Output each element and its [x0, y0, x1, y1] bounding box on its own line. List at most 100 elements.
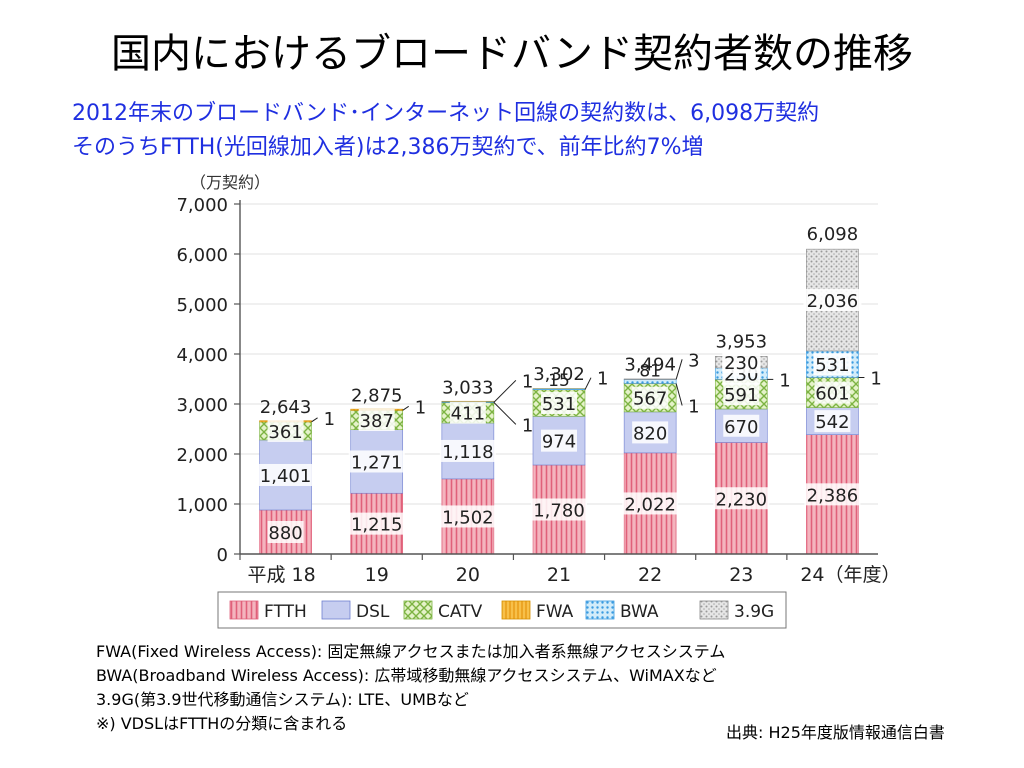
legend-label: FWA — [536, 602, 574, 622]
note-vdsl: ※) VDSLはFTTHの分類に含まれる — [96, 714, 348, 733]
callout-label: 1 — [688, 397, 699, 418]
bar-value-label-bg — [531, 498, 587, 521]
y-tick-label: 3,000 — [176, 395, 228, 416]
callout-label: 1 — [779, 370, 790, 391]
x-tick-label: 22 — [638, 564, 662, 586]
bar-value-label-bg — [813, 353, 852, 376]
callout-line — [402, 405, 409, 411]
bar-value-label: 2,036 — [807, 291, 859, 312]
legend-label: BWA — [620, 602, 659, 622]
bar-value-label: 15 — [548, 371, 570, 391]
bar-value-label-bg — [622, 492, 679, 515]
stacked-bar-chart: （万契約） 0 1,000 2,000 3,000 4,000 5,000 6,000 7,0… — [176, 173, 901, 629]
bar-value-label: 411 — [451, 404, 485, 425]
bar-value-label-bg — [803, 289, 862, 312]
bar-value-label: 542 — [815, 412, 849, 433]
x-tick-label: 20 — [456, 564, 480, 586]
bar-value-label: 1,118 — [442, 442, 494, 463]
x-tick-label: 19 — [365, 564, 389, 586]
callout-line — [311, 417, 318, 423]
legend-swatch-bwa — [585, 600, 615, 620]
legend-label: CATV — [438, 602, 483, 622]
callout-label: 1 — [415, 397, 426, 418]
bar-value-label: 1,502 — [442, 507, 494, 528]
bar-value-label-bg — [632, 386, 669, 409]
note-bwa: BWA(Broadband Wireless Access): 広帯域移動無線ア… — [96, 666, 717, 685]
legend-swatch-ftth — [229, 600, 259, 620]
callout-label: 1 — [870, 369, 881, 390]
y-tick-label: 1,000 — [176, 495, 228, 516]
bar-value-label: 1,271 — [351, 452, 403, 473]
y-tick-label: 5,000 — [176, 295, 228, 316]
bar-value-label-bg — [722, 351, 761, 374]
bar-value-label-bg — [267, 521, 304, 543]
bar-total-label: 3,302 — [533, 364, 585, 385]
bar-value-label: 81 — [639, 361, 661, 381]
callout-line — [493, 379, 517, 403]
callout-label: 3 — [688, 350, 699, 371]
bar-value-label: 591 — [724, 385, 758, 406]
callout-label: 1 — [522, 371, 533, 392]
bar-value-label: 974 — [542, 432, 576, 453]
bar-value-label: 2,230 — [716, 489, 768, 510]
bar-value-label-bg — [348, 512, 405, 535]
legend-swatch-fwa — [501, 600, 531, 620]
callout-line — [584, 377, 592, 390]
bar-value-label-bg — [449, 401, 486, 424]
bar-value-label-bg — [541, 429, 577, 452]
legend-swatch-dsl — [321, 600, 351, 620]
bar-value-label: 670 — [724, 417, 758, 438]
bar-value-label-bg — [439, 439, 496, 462]
callout-line — [675, 359, 683, 380]
subtitle-line-1: 2012年末のブロードバンド･インターネット回線の契約数は、6,098万契約 — [72, 101, 820, 126]
x-tick-label: 平成 18 — [247, 564, 315, 586]
source-citation: 出典: H25年度版情報通信白書 — [726, 723, 945, 742]
bar-total-label: 3,494 — [624, 354, 676, 375]
bar-value-label: 567 — [633, 389, 667, 410]
bar-value-label: 1,401 — [260, 466, 312, 487]
bar-value-label-bg — [257, 463, 314, 486]
y-tick-label: 0 — [217, 545, 228, 566]
callout-line — [675, 383, 683, 406]
bar-total-label: 3,033 — [442, 377, 494, 398]
bar-value-label: 1,780 — [533, 501, 585, 522]
legend-swatch-39g — [699, 600, 729, 620]
bar-value-label-bg — [348, 450, 405, 473]
legend-swatch-catv — [403, 600, 433, 620]
bar-value-label: 361 — [268, 422, 302, 443]
bar-total-label: 2,643 — [260, 397, 312, 418]
bar-value-label-bg — [632, 421, 669, 444]
y-tick-label: 7,000 — [176, 195, 228, 216]
y-tick-label: 4,000 — [176, 345, 228, 366]
bar-value-label-bg — [358, 409, 395, 432]
callout-line — [493, 402, 517, 425]
bar-value-label: 531 — [542, 394, 576, 415]
bar-value-label-bg — [814, 410, 851, 433]
bar-value-label-bg — [267, 419, 304, 442]
chart-legend: FTTH DSL CATV FWA BWA 3.9G — [217, 591, 787, 629]
bar-total-label: 6,098 — [807, 224, 859, 245]
legend-label: 3.9G — [734, 602, 774, 622]
note-3-9g: 3.9G(第3.9世代移動通信システム): LTE、UMBなど — [96, 690, 469, 709]
x-tick-label: 23 — [729, 564, 753, 586]
legend-label: FTTH — [264, 602, 307, 622]
bar-value-label-bg — [723, 383, 760, 406]
footnotes: FWA(Fixed Wireless Access): 固定無線アクセスまたは加… — [96, 640, 725, 736]
x-tick-label: 21 — [547, 564, 571, 586]
x-tick-label: 24（年度） — [800, 564, 900, 586]
bar-value-label: 601 — [815, 384, 849, 405]
page-title: 国内におけるブロードバンド契約者数の推移 — [111, 31, 913, 77]
bar-value-label: 880 — [268, 523, 302, 544]
legend-label: DSL — [356, 602, 390, 622]
bar-value-label: 387 — [360, 411, 394, 432]
bar-value-label-bg — [541, 392, 577, 415]
bar-value-label-bg — [723, 414, 760, 437]
callout-label: 1 — [324, 409, 335, 430]
bar-value-label: 820 — [633, 423, 667, 444]
note-fwa: FWA(Fixed Wireless Access): 固定無線アクセスまたは加… — [96, 642, 726, 661]
callout-label: 1 — [522, 415, 533, 436]
y-axis-unit-label: （万契約） — [190, 173, 270, 192]
bar-value-label: 2,386 — [807, 485, 859, 506]
y-tick-label: 6,000 — [176, 245, 228, 266]
bar-total-label: 3,953 — [716, 331, 768, 352]
